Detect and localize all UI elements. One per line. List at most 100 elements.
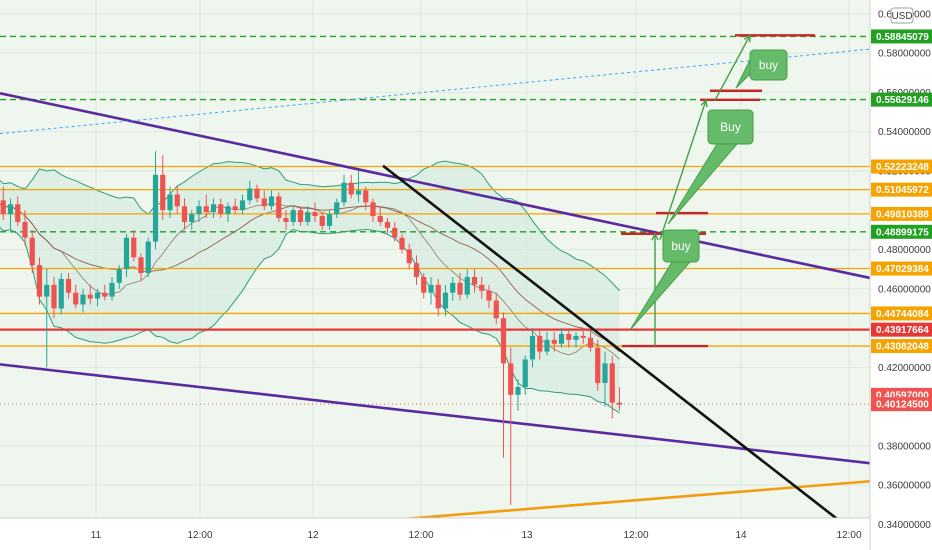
level-badge bbox=[871, 306, 932, 321]
time-axis[interactable] bbox=[0, 518, 870, 550]
candle-body bbox=[7, 204, 14, 215]
level-badge-text: 0.43917664 bbox=[876, 325, 929, 336]
candle-body bbox=[174, 194, 180, 207]
currency-label: USD bbox=[891, 11, 912, 22]
candle-body bbox=[22, 221, 28, 238]
candle-body bbox=[210, 204, 217, 213]
callout-bubble[interactable] bbox=[707, 109, 754, 145]
level-badge-text: 0.48899175 bbox=[876, 227, 929, 238]
candle-body bbox=[558, 333, 565, 344]
candle-body bbox=[254, 188, 260, 199]
y-tick-label: 0.48000000 bbox=[878, 245, 931, 256]
candle-body bbox=[116, 269, 122, 283]
candle-body bbox=[123, 237, 130, 270]
candle-body bbox=[239, 200, 246, 211]
candle-body bbox=[616, 402, 623, 405]
candle-body bbox=[276, 196, 282, 219]
candle-body bbox=[152, 174, 159, 242]
candle-body bbox=[442, 292, 449, 309]
candle-body bbox=[334, 202, 340, 215]
x-tick-label: 12:00 bbox=[836, 530, 861, 541]
callout-bubble[interactable] bbox=[662, 229, 700, 263]
candle-body bbox=[355, 190, 362, 195]
level-badge-text: 0.55629146 bbox=[876, 95, 929, 106]
candle-body bbox=[218, 204, 224, 215]
candle-body bbox=[167, 194, 173, 211]
price-badge-text: 0.40597000 bbox=[876, 390, 929, 401]
level-badge bbox=[871, 29, 932, 44]
candle-body bbox=[413, 263, 420, 277]
level-badge bbox=[871, 182, 932, 197]
level-badge-text: 0.49810388 bbox=[876, 209, 929, 220]
y-tick-label: 0.36000000 bbox=[878, 481, 931, 492]
candle-body bbox=[15, 204, 21, 222]
x-tick-label: 12 bbox=[307, 530, 319, 541]
y-tick-label: 0.34000000 bbox=[878, 520, 931, 531]
x-tick-label: 12:00 bbox=[623, 530, 648, 541]
price-badge-text: 0.40124500 bbox=[876, 400, 929, 411]
candle-body bbox=[450, 282, 456, 293]
candle-body bbox=[145, 241, 151, 274]
band-upper bbox=[0, 160, 620, 291]
candle-body bbox=[573, 335, 579, 340]
candle-body bbox=[102, 292, 108, 297]
level-badge-text: 0.47029384 bbox=[876, 264, 929, 275]
candle-body bbox=[508, 363, 514, 395]
candle-body bbox=[479, 284, 485, 291]
candle-body bbox=[0, 200, 6, 215]
level-badge bbox=[871, 322, 932, 337]
y-tick-label: 0.54000000 bbox=[878, 127, 931, 138]
y-tick-label: 0.46000000 bbox=[878, 284, 931, 295]
candle-body bbox=[138, 257, 144, 274]
candle-body bbox=[602, 363, 608, 384]
candle-body bbox=[595, 347, 601, 384]
candle-body bbox=[493, 300, 499, 319]
price-badge bbox=[871, 397, 932, 412]
callout-text: buy bbox=[759, 58, 778, 72]
dotted-trendline bbox=[0, 48, 871, 135]
candle-body bbox=[65, 278, 72, 293]
candle-body bbox=[305, 212, 311, 222]
level-badge-text: 0.52223248 bbox=[876, 162, 929, 173]
x-tick-label: 13 bbox=[521, 530, 533, 541]
candle-body bbox=[283, 218, 289, 222]
candle-body bbox=[268, 196, 275, 207]
candle-body bbox=[87, 294, 93, 299]
candle-body bbox=[225, 206, 231, 215]
x-tick-label: 11 bbox=[91, 530, 102, 541]
candle-body bbox=[399, 237, 405, 250]
candle-body bbox=[544, 339, 550, 352]
level-badge bbox=[871, 261, 932, 276]
callout-bubble[interactable] bbox=[749, 49, 788, 81]
x-tick-label: 12:00 bbox=[187, 530, 212, 541]
target-arrow bbox=[659, 99, 707, 240]
candle-body bbox=[189, 214, 195, 222]
candle-body bbox=[587, 337, 594, 348]
candle-body bbox=[551, 339, 557, 344]
arrow-head bbox=[700, 98, 708, 108]
candles bbox=[0, 151, 623, 505]
level-badge bbox=[871, 92, 932, 107]
band-lower bbox=[0, 226, 620, 414]
candle-body bbox=[36, 265, 43, 297]
candle-body bbox=[203, 206, 209, 213]
candle-body bbox=[515, 386, 521, 395]
candle-body bbox=[392, 227, 398, 238]
candle-body bbox=[160, 174, 166, 211]
target-arrow bbox=[714, 35, 751, 101]
candle-body bbox=[319, 216, 325, 226]
candle-body bbox=[421, 276, 427, 293]
candle-body bbox=[247, 188, 253, 201]
horizontal-levels bbox=[0, 35, 870, 405]
candle-body bbox=[94, 292, 101, 299]
candle-body bbox=[196, 206, 202, 215]
candle-body bbox=[261, 198, 267, 207]
callout-text: Buy bbox=[720, 120, 741, 134]
currency-box[interactable] bbox=[890, 7, 914, 24]
candle-body bbox=[297, 210, 304, 222]
level-badge-text: 0.58845079 bbox=[876, 32, 929, 43]
level-badge bbox=[871, 224, 932, 239]
candle-body bbox=[486, 290, 492, 301]
